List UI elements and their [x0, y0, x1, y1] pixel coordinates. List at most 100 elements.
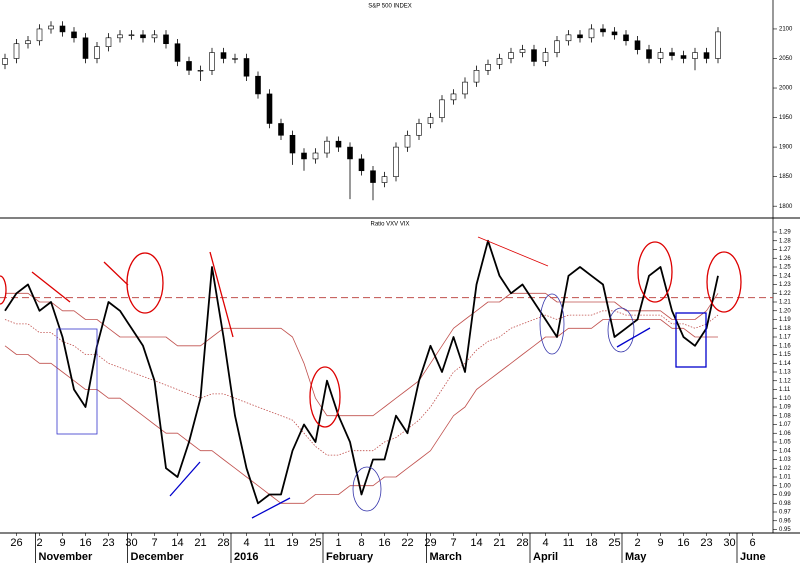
y-tick-label: 0.97: [779, 510, 791, 516]
y-tick-label: 0.98: [779, 501, 791, 507]
month-label: April: [533, 551, 558, 563]
candle-body: [128, 34, 135, 36]
x-tick-label: 14: [470, 537, 482, 549]
candle-body: [370, 170, 376, 183]
month-label: March: [430, 551, 463, 563]
x-tick-label: 11: [563, 537, 574, 549]
x-tick-label: 9: [59, 537, 65, 549]
blue-box: [56, 328, 98, 435]
candle-body: [94, 46, 100, 59]
y-tick-label: 1.05: [779, 440, 791, 446]
candle-body: [439, 99, 445, 118]
y-tick-label: 1800: [779, 204, 793, 210]
candle-body: [531, 49, 537, 62]
y-tick-label: 1.09: [779, 405, 791, 411]
x-tick-label: 1: [335, 537, 341, 549]
candle-body: [36, 28, 43, 42]
y-tick-label: 0.96: [779, 518, 791, 524]
y-tick-label: 1.08: [779, 413, 791, 419]
x-tick-label: 7: [450, 537, 456, 549]
candle-body: [301, 152, 307, 160]
red-circle: [0, 275, 7, 305]
blue-circle: [607, 307, 635, 353]
candle-body: [197, 70, 204, 72]
candle-body: [358, 158, 365, 172]
top-title: S&P 500 INDEX: [368, 4, 412, 10]
y-tick-label: 1.16: [779, 343, 791, 349]
y-tick-label: 1.14: [779, 361, 791, 367]
x-tick-label: 2: [36, 537, 42, 549]
x-tick-label: 23: [700, 537, 712, 549]
month-label: 2016: [234, 551, 258, 563]
candle-body: [680, 55, 687, 59]
red-circle: [126, 252, 164, 314]
blue-trend-line: [616, 327, 651, 348]
x-tick-label: 19: [286, 537, 298, 549]
x-tick-label: 16: [677, 537, 689, 549]
candle-body: [450, 93, 457, 101]
candle-body: [151, 34, 158, 39]
y-tick-label: 1.11: [779, 387, 791, 393]
red-trend-line: [477, 236, 549, 267]
y-tick-label: 1.27: [779, 247, 791, 253]
candle-body: [220, 52, 227, 59]
candle-body: [485, 64, 491, 71]
candle-body: [588, 28, 595, 39]
y-tick-label: 1.28: [779, 238, 791, 244]
blue-circle: [352, 466, 382, 512]
red-trend-line: [31, 271, 71, 303]
red-trend-line: [209, 251, 234, 338]
red-circle: [706, 251, 742, 313]
y-tick-label: 1950: [779, 115, 793, 121]
candle-body: [232, 58, 238, 60]
x-tick-label: 28: [217, 537, 229, 549]
x-tick-label: 9: [657, 537, 663, 549]
y-tick-label: 1.04: [779, 448, 791, 454]
y-tick-label: 2000: [779, 86, 793, 92]
bottom-title: Ratio VXV VIX: [370, 222, 409, 228]
candle-body: [324, 140, 330, 154]
x-tick-label: 2: [634, 537, 640, 549]
blue-trend-line: [251, 497, 291, 519]
y-tick-label: 1.02: [779, 466, 791, 472]
candle-body: [2, 58, 8, 65]
y-tick-label: 1900: [779, 145, 793, 151]
x-tick-label: 21: [194, 537, 206, 549]
y-tick-label: 1.23: [779, 282, 791, 288]
x-tick-label: 23: [102, 537, 114, 549]
y-tick-label: 1.07: [779, 422, 791, 428]
y-tick-label: 1.01: [779, 475, 791, 481]
x-tick-label: 16: [79, 537, 91, 549]
x-tick-label: 22: [401, 537, 413, 549]
candle-body: [117, 34, 123, 39]
month-label: February: [326, 551, 374, 563]
x-tick-label: 6: [749, 537, 755, 549]
blue-circle: [539, 293, 565, 355]
candle-body: [381, 176, 388, 183]
candle-body: [105, 37, 112, 47]
candle-body: [174, 43, 181, 62]
candle-body: [255, 75, 261, 95]
y-tick-label: 1.15: [779, 352, 791, 358]
candle-body: [473, 70, 480, 83]
candle-body: [209, 52, 215, 71]
candle-body: [508, 52, 514, 59]
candle-body: [289, 134, 296, 154]
candle-body: [243, 58, 250, 77]
candle-body: [646, 49, 652, 59]
x-tick-label: 7: [151, 537, 157, 549]
candle-body: [25, 40, 31, 45]
x-tick-label: 28: [516, 537, 528, 549]
candle-body: [82, 37, 89, 59]
candle-body: [404, 134, 411, 148]
y-tick-label: 0.99: [779, 492, 791, 498]
y-tick-label: 1.12: [779, 378, 791, 384]
x-tick-label: 4: [542, 537, 548, 549]
y-tick-label: 1.06: [779, 431, 791, 437]
candle-body: [335, 140, 342, 148]
x-tick-label: 30: [125, 537, 137, 549]
candle-body: [71, 31, 77, 39]
y-tick-label: 1.22: [779, 291, 791, 297]
